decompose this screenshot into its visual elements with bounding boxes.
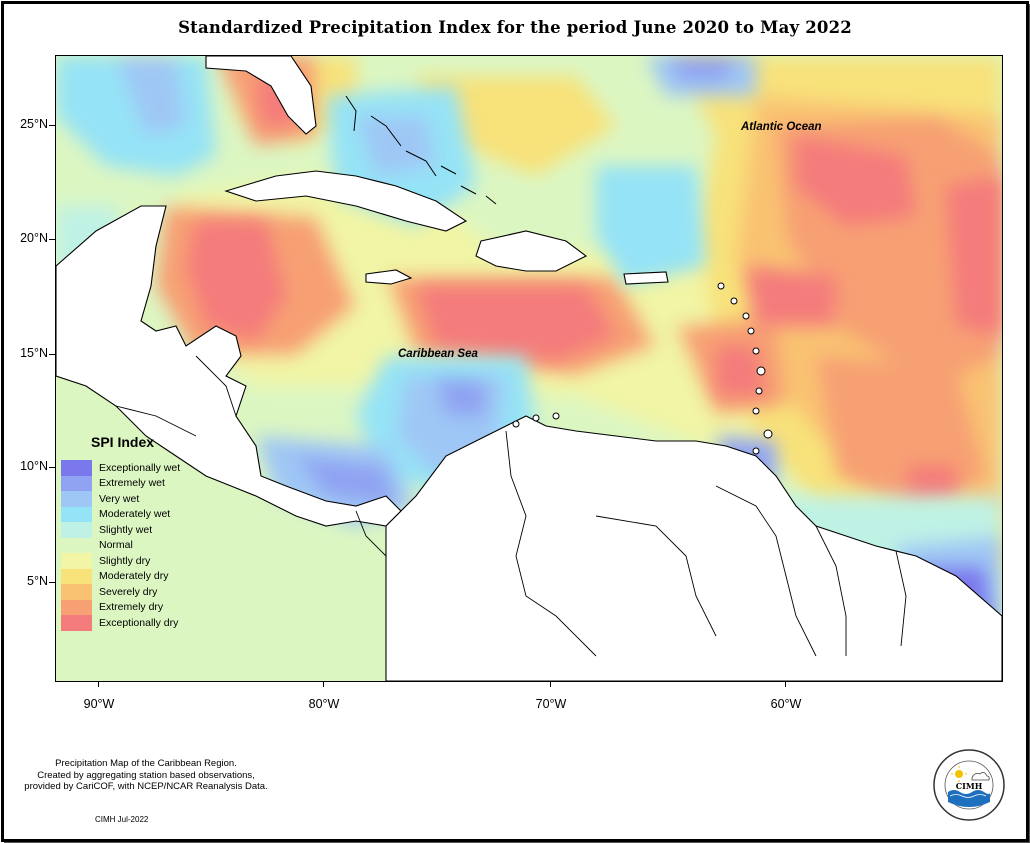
spi-legend: SPI Index Exceptionally wet Extremely wet…: [61, 434, 201, 631]
legend-label: Severely dry: [99, 585, 158, 598]
legend-swatch: [61, 615, 92, 631]
legend-row: Moderately wet: [61, 506, 201, 522]
lat-tick: [49, 467, 55, 468]
legend-label: Extremely wet: [99, 477, 165, 490]
lat-label-10n: 10°N: [20, 459, 48, 473]
caption-line-3: provided by CariCOF, with NCEP/NCAR Rean…: [24, 781, 268, 792]
lat-tick: [49, 125, 55, 126]
legend-swatch: [61, 537, 92, 553]
lon-tick: [550, 681, 551, 687]
lat-tick: [49, 239, 55, 240]
atlantic-ocean-label: Atlantic Ocean: [741, 121, 822, 133]
legend-swatch: [61, 460, 92, 476]
legend-label: Exceptionally dry: [99, 616, 179, 629]
lesser-antilles: [512, 282, 773, 455]
legend-row: Moderately dry: [61, 568, 201, 584]
lon-tick: [785, 681, 786, 687]
legend-row: Exceptionally wet: [61, 460, 201, 476]
legend-swatch: [61, 568, 92, 584]
legend-swatch: [61, 491, 92, 507]
legend-label: Slightly wet: [99, 523, 153, 536]
legend-label: Moderately dry: [99, 570, 169, 583]
lat-label-20n: 20°N: [20, 231, 48, 245]
legend-label: Extremely dry: [99, 601, 164, 614]
legend-row: Extremely wet: [61, 475, 201, 491]
lon-label-70w: 70°W: [535, 697, 567, 711]
spi-map: Atlantic Ocean Caribbean Sea SPI Index E…: [55, 55, 1003, 682]
legend-label: Normal: [99, 539, 133, 552]
legend-title: SPI Index: [91, 434, 155, 450]
lon-label-80w: 80°W: [308, 697, 340, 711]
cimh-logo: CIMH: [932, 748, 1006, 822]
lat-label-15n: 15°N: [20, 346, 48, 360]
bahamas-islands: [345, 95, 497, 205]
legend-row: Severely dry: [61, 584, 201, 600]
legend-swatch: [61, 553, 92, 569]
lon-tick: [323, 681, 324, 687]
caribbean-sea-label: Caribbean Sea: [398, 348, 478, 360]
caption-line-2: Created by aggregating station based obs…: [37, 769, 255, 781]
logo-text: CIMH: [955, 781, 983, 791]
legend-swatch: [61, 522, 92, 538]
legend-swatch: [61, 584, 92, 600]
lon-label-90w: 90°W: [83, 697, 115, 711]
legend-swatch: [61, 506, 92, 522]
credit-text: CIMH Jul-2022: [95, 815, 149, 824]
legend-row: Very wet: [61, 491, 201, 507]
country-borders: [115, 355, 907, 657]
legend-rows: Exceptionally wet Extremely wet Very wet Mo…: [61, 460, 201, 631]
lat-label-5n: 5°N: [27, 574, 48, 588]
legend-swatch: [61, 475, 92, 491]
lat-tick: [49, 582, 55, 583]
lon-tick: [98, 681, 99, 687]
legend-row: Slightly wet: [61, 522, 201, 538]
legend-row: Exceptionally dry: [61, 615, 201, 631]
legend-row: Normal: [61, 537, 201, 553]
map-title: Standardized Precipitation Index for the…: [178, 18, 852, 37]
caption-line-1: Precipitation Map of the Caribbean Regio…: [55, 758, 237, 769]
legend-swatch: [61, 599, 92, 615]
legend-row: Slightly dry: [61, 553, 201, 569]
legend-row: Extremely dry: [61, 599, 201, 615]
map-caption: Precipitation Map of the Caribbean Regio…: [6, 758, 286, 793]
spi-map-canvas: [56, 56, 1002, 681]
cimh-logo-graphic: [933, 749, 1005, 821]
legend-label: Exceptionally wet: [99, 461, 181, 474]
land-masses: [56, 56, 1002, 681]
lon-label-60w: 60°W: [770, 697, 802, 711]
legend-label: Slightly dry: [99, 554, 151, 567]
lat-tick: [49, 354, 55, 355]
legend-label: Very wet: [99, 492, 140, 505]
lat-label-25n: 25°N: [20, 117, 48, 131]
legend-label: Moderately wet: [99, 508, 171, 521]
